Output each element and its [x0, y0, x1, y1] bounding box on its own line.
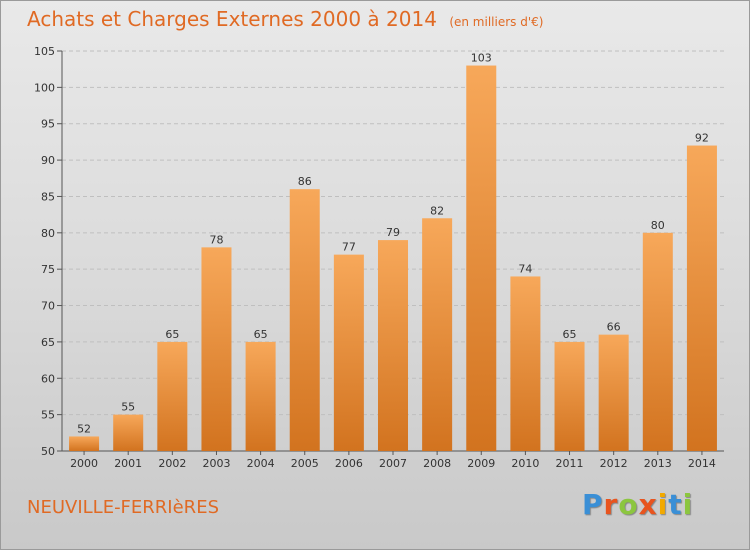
data-label: 103	[471, 52, 492, 65]
y-tick-label: 100	[34, 81, 55, 94]
bar-2005	[289, 189, 320, 451]
x-tick-label: 2009	[467, 457, 495, 470]
data-label: 82	[430, 204, 444, 217]
bar-2004	[245, 341, 276, 451]
bar-2009	[466, 65, 497, 451]
label-layer: 52 55 65 78 65 86 77 79 82 103 74 65 66 80 92	[77, 52, 709, 436]
commune-name: NEUVILLE-FERRIèRES	[27, 497, 219, 518]
bar-2007	[377, 240, 409, 451]
logo-letter: t	[668, 488, 683, 521]
x-tick-label: 2013	[644, 457, 672, 470]
data-label: 65	[254, 328, 268, 341]
x-tick-label: 2001	[114, 457, 142, 470]
y-tick-label: 50	[41, 445, 55, 458]
bar-2013	[642, 232, 673, 451]
y-tick-label: 90	[41, 154, 55, 167]
bar-2001	[113, 414, 144, 451]
bar-2003	[201, 247, 232, 451]
y-tick-label: 105	[34, 45, 55, 58]
x-tick-label: 2000	[70, 457, 98, 470]
x-tick-label: 2010	[511, 457, 539, 470]
x-tick-label: 2004	[247, 457, 275, 470]
y-tick-label: 85	[41, 190, 55, 203]
data-label: 78	[209, 233, 223, 246]
data-label: 74	[518, 262, 532, 275]
chart-unit-label: (en milliers d'€)	[449, 15, 544, 29]
bar-2008	[422, 218, 453, 451]
bar-2006	[333, 254, 364, 451]
chart-title-text: Achats et Charges Externes 2000 à 2014	[27, 7, 437, 31]
data-label: 52	[77, 422, 91, 435]
y-tick-label: 70	[41, 300, 55, 313]
x-tick-label: 2002	[158, 457, 186, 470]
y-tick-label: 80	[41, 227, 55, 240]
data-label: 79	[386, 226, 400, 239]
data-label: 65	[165, 328, 179, 341]
x-tick-label: 2005	[291, 457, 319, 470]
bar-layer	[69, 65, 717, 451]
bar-2000	[69, 436, 100, 451]
chart-title: Achats et Charges Externes 2000 à 2014 (…	[27, 7, 543, 31]
bar-2014	[686, 145, 717, 451]
logo-letter: i	[682, 488, 694, 521]
x-tick-label: 2007	[379, 457, 407, 470]
x-tick-label: 2014	[688, 457, 716, 470]
axis-layer: 50 55 60 65 70 75 80 85 90 95 100 105 2000 2001 2002 20…	[34, 45, 724, 470]
x-tick-label: 2003	[202, 457, 230, 470]
data-label: 86	[298, 175, 312, 188]
bar-2011	[554, 341, 585, 451]
y-tick-label: 55	[41, 409, 55, 422]
x-tick-label: 2011	[556, 457, 584, 470]
x-tick-label: 2006	[335, 457, 363, 470]
y-tick-label: 95	[41, 118, 55, 131]
bar-2002	[157, 341, 188, 451]
logo-letter: i	[657, 488, 669, 521]
x-tick-label: 2012	[600, 457, 628, 470]
x-tick-label: 2008	[423, 457, 451, 470]
bar-2012	[598, 334, 629, 451]
logo-letter: r	[603, 488, 619, 521]
data-label: 80	[651, 219, 665, 232]
data-label: 92	[695, 132, 709, 145]
data-label: 65	[563, 328, 577, 341]
y-tick-label: 65	[41, 336, 55, 349]
data-label: 66	[607, 321, 621, 334]
y-tick-label: 60	[41, 372, 55, 385]
logo-letter: x	[638, 488, 658, 521]
logo-letter: o	[618, 488, 639, 521]
data-label: 55	[121, 401, 135, 414]
data-label: 77	[342, 241, 356, 254]
proxiti-logo[interactable]: Proxiti	[582, 488, 693, 521]
y-tick-label: 75	[41, 263, 55, 276]
logo-letter: P	[582, 488, 604, 521]
bar-2010	[510, 276, 541, 451]
